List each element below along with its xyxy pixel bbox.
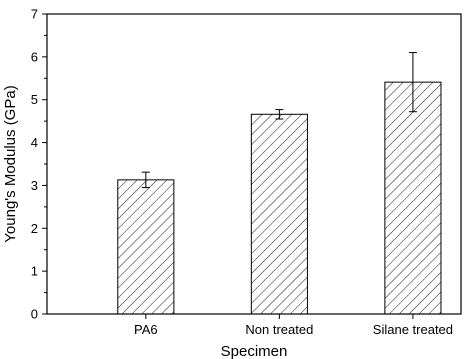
bar-pa6 — [117, 179, 175, 315]
y-tick-label: 4 — [31, 135, 38, 150]
y-tick-label: 0 — [31, 307, 38, 322]
error-bar — [408, 52, 417, 113]
y-tick-label: 7 — [31, 7, 38, 22]
y-tick-label: 5 — [31, 92, 38, 107]
y-axis: 0 1 2 3 4 5 6 7 — [31, 7, 47, 322]
error-bars — [141, 52, 417, 189]
error-bar — [141, 171, 150, 189]
y-tick-label: 6 — [31, 49, 38, 64]
y-axis-title: Young's Modulus (GPa) — [2, 85, 19, 242]
x-axis: PA6 Non treated Silane treated — [134, 314, 453, 337]
x-axis-title: Specimen — [221, 343, 288, 359]
bar-silane-treated — [384, 81, 442, 315]
x-tick-label: Non treated — [245, 322, 313, 337]
y-tick-label: 2 — [31, 221, 38, 236]
x-tick-label: Silane treated — [373, 322, 453, 337]
y-tick-label: 3 — [31, 178, 38, 193]
error-bar — [275, 109, 284, 120]
y-tick-label: 1 — [31, 264, 38, 279]
x-tick-label: PA6 — [134, 322, 158, 337]
bar-non-treated — [250, 113, 308, 315]
bar-series — [117, 81, 442, 315]
